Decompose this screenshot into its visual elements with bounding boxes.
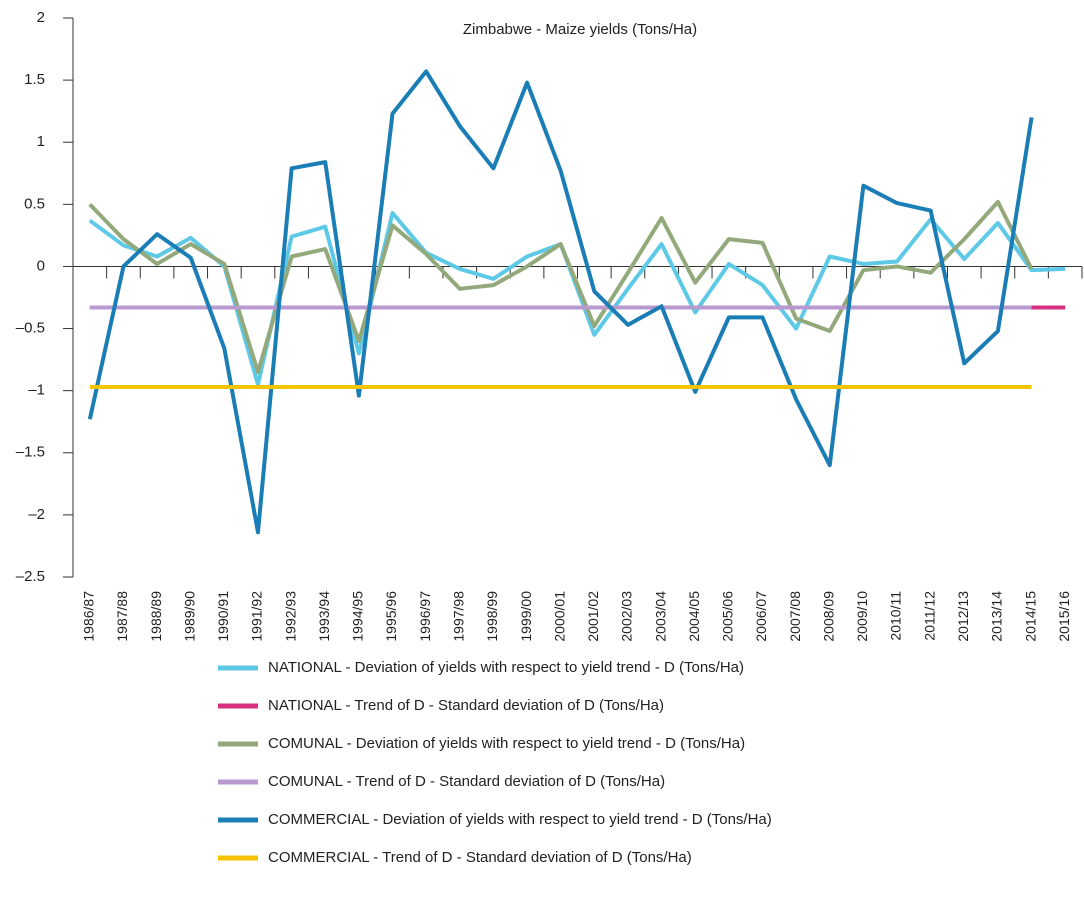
x-tick-label: 2004/05: [686, 591, 702, 642]
x-tick-label: 1998/99: [484, 591, 500, 642]
x-tick-label: 2012/13: [955, 591, 971, 642]
legend-label: NATIONAL - Trend of D - Standard deviati…: [268, 697, 664, 714]
x-tick-label: 1991/92: [249, 591, 265, 642]
y-tick-label: –2.5: [16, 568, 45, 585]
x-tick-label: 1996/97: [417, 591, 433, 642]
x-tick-label: 2002/03: [619, 591, 635, 642]
y-tick-label: –2: [28, 506, 45, 523]
x-tick-label: 1987/88: [114, 591, 130, 642]
x-tick-label: 2008/09: [820, 591, 836, 642]
x-tick-label: 1994/95: [350, 591, 366, 642]
x-tick-label: 2010/11: [888, 591, 904, 641]
x-tick-label: 2013/14: [989, 591, 1005, 642]
x-tick-label: 2003/04: [652, 591, 668, 642]
y-tick-label: 0: [37, 257, 45, 274]
x-tick-label: 1993/94: [316, 591, 332, 642]
legend-label: COMMERCIAL - Deviation of yields with re…: [268, 811, 772, 828]
x-tick-label: 2011/12: [921, 591, 937, 641]
x-tick-label: 1990/91: [215, 591, 231, 642]
x-tick-label: 2006/07: [753, 591, 769, 642]
legend-label: COMMERCIAL - Trend of D - Standard devia…: [268, 849, 692, 866]
x-tick-label: 2005/06: [720, 591, 736, 642]
y-tick-label: –1.5: [16, 444, 45, 461]
x-tick-label: 2000/01: [551, 591, 567, 642]
y-tick-label: 0.5: [24, 195, 45, 212]
x-tick-label: 1997/98: [450, 591, 466, 642]
x-tick-label: 1995/96: [383, 591, 399, 642]
y-tick-label: 2: [37, 9, 45, 26]
x-tick-label: 2007/08: [787, 591, 803, 642]
y-tick-label: –0.5: [16, 320, 45, 337]
x-tick-label: 2014/15: [1022, 591, 1038, 642]
y-tick-label: –1: [28, 382, 45, 399]
y-tick-label: 1.5: [24, 71, 45, 88]
x-tick-label: 2001/02: [585, 591, 601, 642]
x-tick-label: 2015/16: [1056, 591, 1072, 642]
x-tick-label: 2009/10: [854, 591, 870, 642]
legend-label: COMUNAL - Trend of D - Standard deviatio…: [268, 773, 665, 790]
x-tick-label: 1999/00: [518, 591, 534, 642]
series-line: [88, 199, 1034, 375]
series-line: [87, 69, 1034, 535]
legend-label: COMUNAL - Deviation of yields with respe…: [268, 735, 745, 752]
x-tick-label: 1988/89: [148, 591, 164, 642]
legend-label: NATIONAL - Deviation of yields with resp…: [268, 659, 744, 676]
x-tick-label: 1986/87: [81, 591, 97, 642]
y-tick-label: 1: [37, 133, 45, 150]
chart-title: Zimbabwe - Maize yields (Tons/Ha): [463, 21, 697, 38]
x-tick-label: 1989/90: [181, 591, 197, 642]
x-tick-label: 1992/93: [282, 591, 298, 642]
